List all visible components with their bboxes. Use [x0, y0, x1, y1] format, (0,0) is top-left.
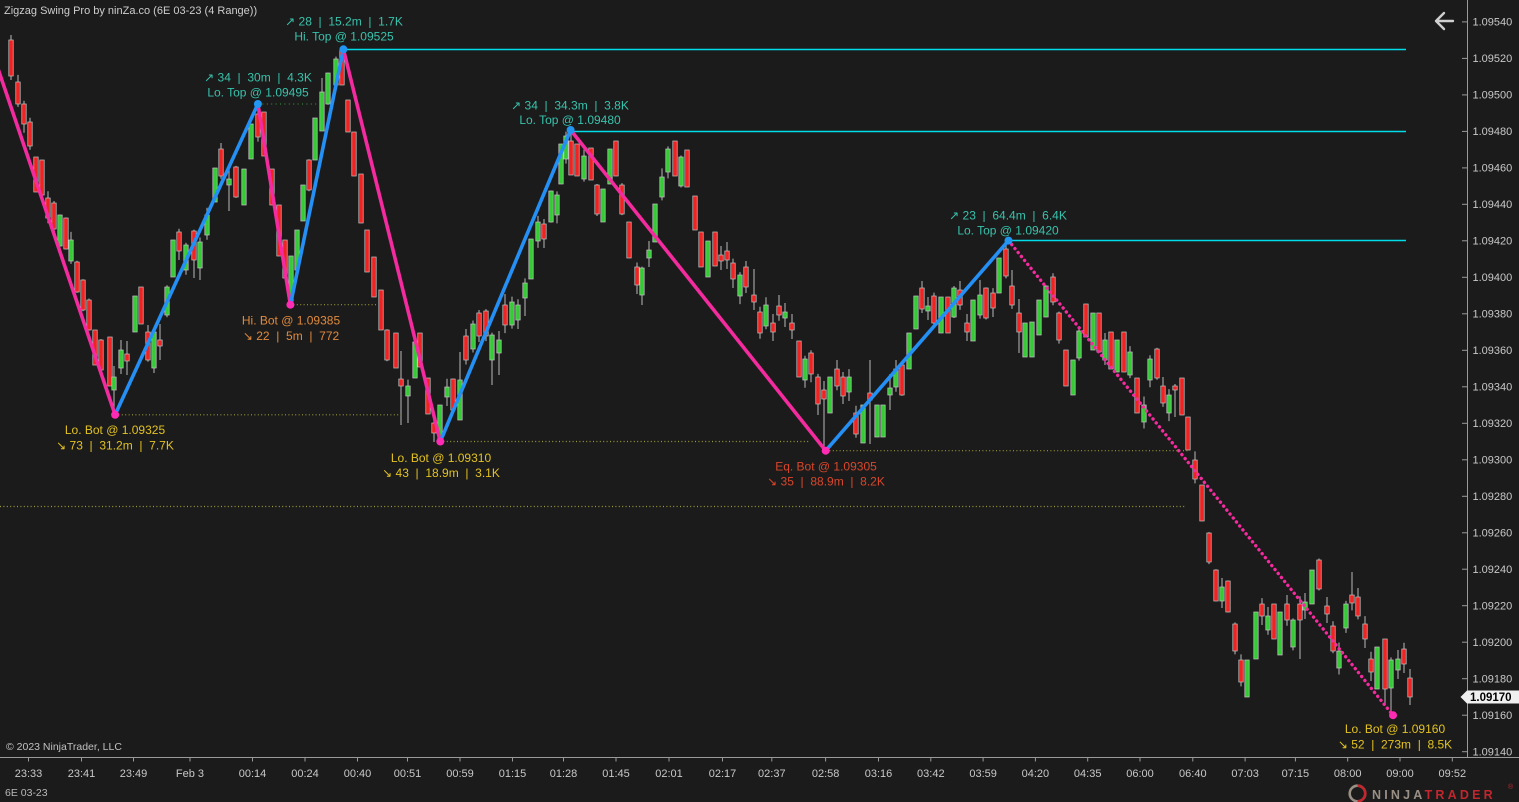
svg-text:Lo. Top @ 1.09480: Lo. Top @ 1.09480 — [519, 113, 621, 127]
svg-text:01:45: 01:45 — [602, 768, 630, 780]
svg-text:00:24: 00:24 — [291, 768, 319, 780]
svg-text:1.09460: 1.09460 — [1473, 163, 1513, 175]
svg-text:06:00: 06:00 — [1126, 768, 1154, 780]
svg-text:02:17: 02:17 — [709, 768, 737, 780]
svg-text:1.09300: 1.09300 — [1473, 455, 1513, 467]
svg-text:1.09260: 1.09260 — [1473, 528, 1513, 540]
svg-text:1.09440: 1.09440 — [1473, 199, 1513, 211]
svg-text:↘ 35 | 88.9m | 8.2K: ↘ 35 | 88.9m | 8.2K — [767, 475, 885, 489]
svg-text:1.09240: 1.09240 — [1473, 564, 1513, 576]
svg-text:Hi. Top @ 1.09525: Hi. Top @ 1.09525 — [294, 30, 394, 44]
svg-text:00:40: 00:40 — [344, 768, 372, 780]
svg-text:↘ 22 | 5m | 772: ↘ 22 | 5m | 772 — [243, 329, 340, 343]
svg-text:06:40: 06:40 — [1179, 768, 1207, 780]
svg-text:02:58: 02:58 — [812, 768, 840, 780]
svg-text:1.09480: 1.09480 — [1473, 126, 1513, 138]
svg-text:© 2023 NinjaTrader, LLC: © 2023 NinjaTrader, LLC — [6, 741, 122, 753]
svg-text:03:59: 03:59 — [969, 768, 997, 780]
svg-text:↘ 52 | 273m | 8.5K: ↘ 52 | 273m | 8.5K — [1338, 738, 1452, 752]
svg-text:1.09400: 1.09400 — [1473, 272, 1513, 284]
svg-text:NINJATRADER: NINJATRADER — [1372, 788, 1496, 802]
svg-text:1.09170: 1.09170 — [1470, 692, 1512, 704]
svg-text:09:00: 09:00 — [1386, 768, 1414, 780]
svg-text:23:49: 23:49 — [120, 768, 148, 780]
svg-text:1.09200: 1.09200 — [1473, 637, 1513, 649]
svg-text:1.09540: 1.09540 — [1473, 17, 1513, 29]
svg-text:Lo. Bot @ 1.09325: Lo. Bot @ 1.09325 — [65, 423, 166, 437]
svg-text:Lo. Bot @ 1.09310: Lo. Bot @ 1.09310 — [391, 451, 492, 465]
svg-text:1.09500: 1.09500 — [1473, 90, 1513, 102]
svg-text:07:03: 07:03 — [1231, 768, 1259, 780]
svg-text:03:16: 03:16 — [865, 768, 893, 780]
svg-text:↘ 43 | 18.9m | 3.1K: ↘ 43 | 18.9m | 3.1K — [382, 466, 500, 480]
svg-text:↗ 34 | 30m | 4.3K: ↗ 34 | 30m | 4.3K — [204, 71, 312, 85]
svg-text:Lo. Top @ 1.09495: Lo. Top @ 1.09495 — [207, 86, 309, 100]
svg-text:↗ 23 | 64.4m | 6.4K: ↗ 23 | 64.4m | 6.4K — [949, 209, 1067, 223]
svg-text:1.09340: 1.09340 — [1473, 382, 1513, 394]
svg-text:00:51: 00:51 — [394, 768, 422, 780]
svg-text:07:15: 07:15 — [1282, 768, 1310, 780]
svg-text:Zigzag Swing Pro by ninZa.co (: Zigzag Swing Pro by ninZa.co (6E 03-23 (… — [4, 5, 257, 17]
svg-text:23:41: 23:41 — [68, 768, 96, 780]
svg-text:1.09380: 1.09380 — [1473, 309, 1513, 321]
svg-text:1.09160: 1.09160 — [1473, 710, 1513, 722]
svg-text:08:00: 08:00 — [1334, 768, 1362, 780]
svg-text:6E 03-23: 6E 03-23 — [5, 787, 48, 799]
svg-text:1.09280: 1.09280 — [1473, 491, 1513, 503]
svg-text:↗ 34 | 34.3m | 3.8K: ↗ 34 | 34.3m | 3.8K — [511, 99, 629, 113]
svg-text:09:52: 09:52 — [1439, 768, 1467, 780]
svg-text:↘ 73 | 31.2m | 7.7K: ↘ 73 | 31.2m | 7.7K — [56, 439, 174, 453]
svg-text:1.09220: 1.09220 — [1473, 601, 1513, 613]
svg-text:1.09180: 1.09180 — [1473, 674, 1513, 686]
svg-text:Hi. Bot @ 1.09385: Hi. Bot @ 1.09385 — [242, 314, 341, 328]
svg-text:Eq. Bot @ 1.09305: Eq. Bot @ 1.09305 — [775, 460, 877, 474]
svg-text:↗ 28 | 15.2m | 1.7K: ↗ 28 | 15.2m | 1.7K — [285, 15, 403, 29]
svg-text:04:20: 04:20 — [1022, 768, 1050, 780]
svg-text:23:33: 23:33 — [15, 768, 43, 780]
svg-text:02:37: 02:37 — [758, 768, 786, 780]
svg-text:04:35: 04:35 — [1074, 768, 1102, 780]
svg-text:00:59: 00:59 — [446, 768, 474, 780]
svg-text:®: ® — [1508, 783, 1514, 791]
svg-text:Feb 3: Feb 3 — [176, 768, 204, 780]
svg-text:1.09420: 1.09420 — [1473, 236, 1513, 248]
svg-text:Lo. Bot @ 1.09160: Lo. Bot @ 1.09160 — [1345, 722, 1446, 736]
svg-text:02:01: 02:01 — [655, 768, 683, 780]
svg-text:03:42: 03:42 — [917, 768, 945, 780]
svg-text:1.09520: 1.09520 — [1473, 53, 1513, 65]
svg-text:1.09360: 1.09360 — [1473, 345, 1513, 357]
svg-text:1.09320: 1.09320 — [1473, 418, 1513, 430]
svg-text:00:14: 00:14 — [239, 768, 267, 780]
svg-text:1.09140: 1.09140 — [1473, 747, 1513, 759]
svg-text:Lo. Top @ 1.09420: Lo. Top @ 1.09420 — [957, 224, 1059, 238]
svg-text:01:28: 01:28 — [550, 768, 578, 780]
svg-text:01:15: 01:15 — [499, 768, 527, 780]
